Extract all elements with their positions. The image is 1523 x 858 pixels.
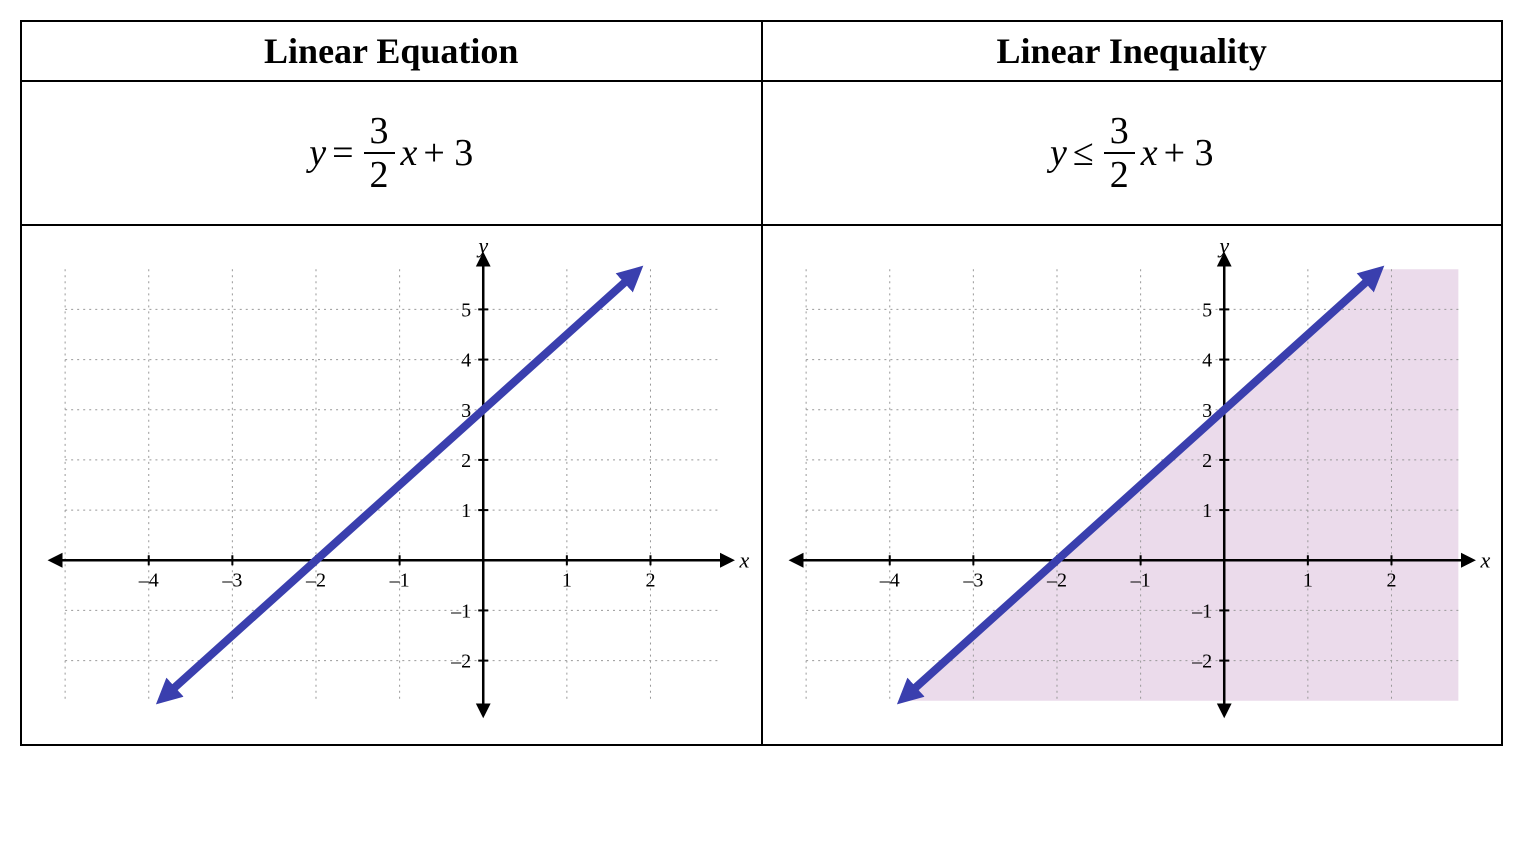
svg-text:–2: –2	[1191, 651, 1212, 673]
svg-text:2: 2	[645, 569, 655, 591]
chart-equation: –4–3–2–112–2–112345xy	[30, 234, 753, 736]
svg-text:–3: –3	[221, 569, 242, 591]
svg-text:1: 1	[562, 569, 572, 591]
svg-text:y: y	[1217, 234, 1229, 258]
svg-text:5: 5	[1202, 299, 1212, 321]
header-inequality: Linear Inequality	[762, 21, 1503, 81]
svg-text:1: 1	[1302, 569, 1312, 591]
svg-text:2: 2	[1202, 450, 1212, 472]
comparison-table: Linear Equation Linear Inequality y = 3 …	[20, 20, 1503, 746]
header-equation: Linear Equation	[21, 21, 762, 81]
svg-text:4: 4	[1202, 350, 1212, 372]
chart-inequality-cell: –4–3–2–112–2–112345xy	[762, 225, 1503, 745]
svg-text:–4: –4	[878, 569, 899, 591]
eq-lhs: y	[309, 131, 326, 175]
eq-slope-num: 3	[364, 112, 395, 152]
eq-slope-fraction: 3 2	[364, 112, 395, 194]
eq-var: x	[401, 131, 418, 175]
svg-text:–4: –4	[138, 569, 159, 591]
ineq-lhs: y	[1050, 131, 1067, 175]
svg-text:–3: –3	[962, 569, 983, 591]
svg-text:2: 2	[1386, 569, 1396, 591]
equation-formula: y = 3 2 x + 3	[309, 112, 473, 194]
eq-intercept: + 3	[423, 131, 473, 175]
ineq-var: x	[1141, 131, 1158, 175]
svg-text:y: y	[476, 234, 488, 258]
ineq-intercept: + 3	[1164, 131, 1214, 175]
svg-text:5: 5	[461, 299, 471, 321]
chart-inequality: –4–3–2–112–2–112345xy	[771, 234, 1494, 736]
svg-text:–1: –1	[450, 600, 471, 622]
svg-text:1: 1	[1202, 500, 1212, 522]
formula-equation-cell: y = 3 2 x + 3	[21, 81, 762, 225]
inequality-formula: y ≤ 3 2 x + 3	[1050, 112, 1214, 194]
svg-text:2: 2	[461, 450, 471, 472]
formula-inequality-cell: y ≤ 3 2 x + 3	[762, 81, 1503, 225]
svg-text:x: x	[738, 547, 749, 572]
svg-text:1: 1	[461, 500, 471, 522]
svg-text:–2: –2	[450, 651, 471, 673]
svg-text:x: x	[1479, 547, 1490, 572]
eq-relation: =	[332, 131, 353, 175]
svg-text:–1: –1	[1191, 600, 1212, 622]
ineq-slope-fraction: 3 2	[1104, 112, 1135, 194]
eq-slope-den: 2	[364, 152, 395, 194]
chart-equation-cell: –4–3–2–112–2–112345xy	[21, 225, 762, 745]
svg-text:–1: –1	[1129, 569, 1150, 591]
ineq-slope-den: 2	[1104, 152, 1135, 194]
ineq-relation: ≤	[1073, 131, 1094, 175]
svg-text:4: 4	[461, 350, 471, 372]
ineq-slope-num: 3	[1104, 112, 1135, 152]
svg-text:–1: –1	[389, 569, 410, 591]
